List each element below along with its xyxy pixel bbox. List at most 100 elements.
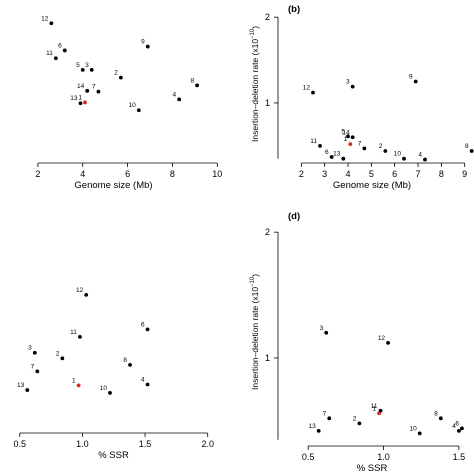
data-point-label: 7 [323, 410, 327, 417]
y-axis-label-main: Insertion–deletion rate (x10 [250, 287, 260, 390]
data-point-highlight [377, 411, 381, 416]
x-tick-label: 8 [170, 169, 175, 179]
data-point [96, 89, 101, 94]
data-point-highlight [76, 383, 81, 388]
data-point-label: 13 [17, 382, 25, 389]
x-tick-label: 2 [299, 169, 304, 179]
data-point-label: 11 [70, 329, 77, 336]
panel-a: 2 4 6 8 10 Genome size (Mb) 12 6 11 9 5 3 2 8 14 7 113 4 1… [35, 15, 222, 191]
data-point [362, 146, 367, 151]
data-point-label: 8 [190, 77, 194, 84]
data-point [145, 382, 150, 387]
x-tick-label: 4 [345, 169, 350, 179]
data-point-label: 1 [72, 377, 76, 384]
data-point [318, 143, 322, 148]
panel-tag: (b) [288, 4, 300, 15]
data-point-label: 11 [371, 403, 378, 410]
x-tick-label: 1.0 [76, 439, 89, 449]
data-point-label: 10 [129, 102, 137, 109]
x-tick-label: 7 [415, 169, 420, 179]
data-point [78, 101, 83, 106]
y-axis-label-main: Insertion–deletion rate (x10 [250, 39, 260, 142]
data-point-label: 11 [46, 50, 53, 57]
data-point-label: 14 [342, 129, 350, 136]
data-point [402, 156, 406, 161]
data-point-label: 8 [465, 143, 469, 150]
data-point-label: 6 [58, 42, 62, 49]
data-point-label: 2 [379, 143, 383, 150]
data-point-label: 4 [141, 376, 145, 383]
data-point [457, 429, 461, 433]
data-point-label: 3 [85, 62, 89, 69]
x-tick-label: 0.5 [302, 452, 315, 462]
data-point [316, 429, 321, 433]
data-point [324, 330, 329, 335]
data-point-label: 12 [303, 85, 311, 92]
data-point [78, 334, 82, 339]
x-tick-label: 1.5 [453, 452, 466, 462]
y-axis-label-exponent: −10 [250, 276, 256, 287]
data-point-label: 4 [173, 91, 177, 98]
data-point [128, 362, 132, 367]
data-point-label: 7 [358, 140, 362, 147]
data-point [177, 97, 182, 102]
data-point [85, 88, 90, 93]
data-point-label: 3 [28, 345, 32, 352]
data-point-label: 10 [409, 425, 417, 432]
data-point [80, 67, 85, 72]
data-point [327, 416, 332, 421]
data-point [84, 292, 89, 297]
data-point-label: 1 [344, 136, 348, 143]
data-point [136, 108, 141, 113]
data-point [89, 67, 94, 72]
data-point-highlight [348, 142, 353, 147]
data-point-label: 1 [372, 405, 376, 412]
x-axis-label: Genome size (Mb) [333, 180, 411, 191]
y-axis-label: Insertion–deletion rate (x10−10) [250, 274, 260, 390]
data-point-label: 2 [56, 350, 60, 357]
data-point-label: 5 [341, 128, 345, 135]
y-tick-label: 2 [265, 12, 270, 22]
y-axis-label-close: ) [250, 26, 260, 29]
data-point [145, 327, 150, 332]
data-point-label: 8 [434, 410, 438, 417]
y-axis-label: Insertion–deletion rate (x10−10) [250, 26, 260, 142]
data-point-label: 4 [452, 423, 456, 430]
x-tick-label: 2 [35, 169, 40, 179]
x-tick-label: 5 [369, 169, 374, 179]
data-point [311, 90, 315, 95]
x-tick-label: 0.5 [14, 439, 27, 449]
data-point [438, 416, 443, 421]
data-point-label: 13 [70, 95, 78, 102]
y-tick-label: 2 [265, 227, 270, 237]
data-point [32, 350, 37, 355]
data-point-label: 1 [78, 94, 82, 101]
data-point-label: 13 [333, 151, 341, 158]
x-tick-label: 10 [212, 169, 222, 179]
data-point-label: 12 [41, 15, 49, 22]
data-point-label: 9 [141, 39, 145, 46]
data-point [346, 134, 350, 139]
data-point [469, 149, 474, 153]
panel-tag: (d) [288, 211, 300, 222]
data-point [413, 79, 418, 84]
x-tick-label: 2.0 [201, 439, 214, 449]
data-point-label: 12 [76, 287, 84, 294]
data-point [417, 431, 422, 436]
data-point-label: 2 [353, 415, 357, 422]
data-point-label: 7 [92, 84, 96, 91]
data-point [350, 84, 355, 89]
y-tick-label: 1 [265, 353, 270, 363]
data-point [53, 56, 58, 61]
data-point [145, 44, 150, 49]
x-tick-label: 4 [80, 169, 85, 179]
data-point-label: 12 [378, 335, 386, 342]
data-point-label: 10 [394, 151, 402, 158]
data-point-label: 13 [308, 423, 316, 430]
data-point-label: 9 [409, 74, 413, 81]
data-point-label: 14 [77, 83, 85, 90]
data-point-label: 4 [418, 152, 422, 159]
data-point-label: 5 [76, 62, 80, 69]
